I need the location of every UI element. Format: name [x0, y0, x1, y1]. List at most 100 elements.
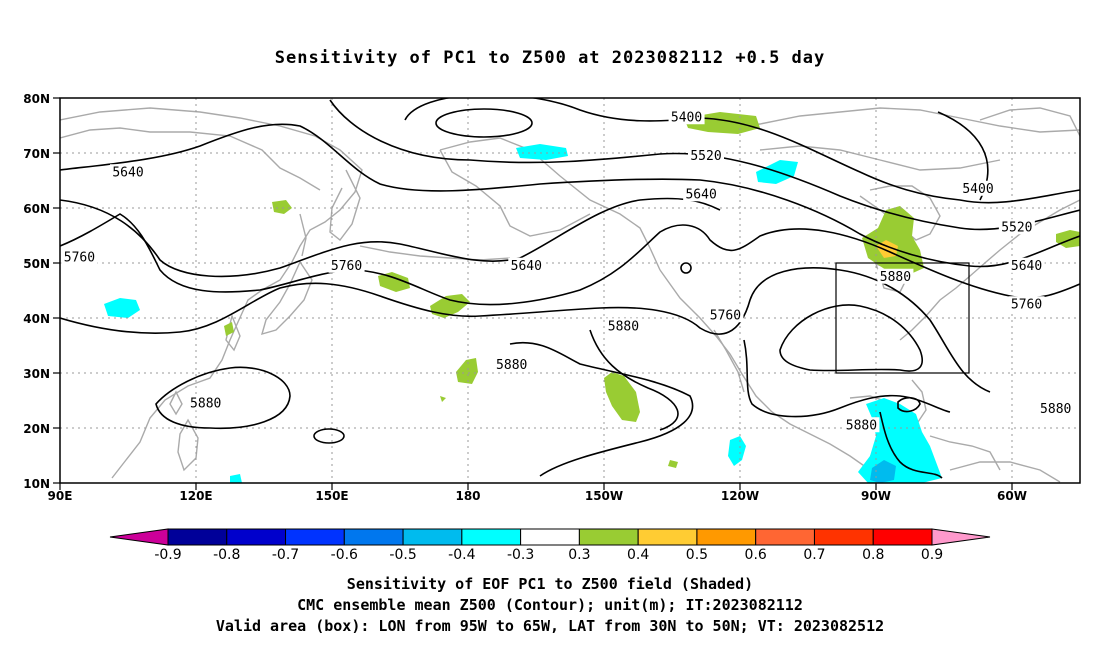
- contour-5880-e: [779, 304, 924, 372]
- lat-label: 60N: [23, 202, 50, 216]
- shade-green-tiny2: [440, 396, 446, 402]
- colorbar-label: 0.3: [568, 547, 590, 563]
- shade-cyan-china: [104, 298, 140, 318]
- colorbar-swatch: [872, 528, 933, 546]
- colorbar-swatch: [402, 528, 463, 546]
- colorbar-label: 0.6: [745, 547, 767, 563]
- plot-frame: [59, 97, 1081, 484]
- contour-label: 5640: [1011, 259, 1042, 274]
- colorbar-swatch: [167, 528, 228, 546]
- colorbar-high-triangle: [931, 528, 991, 546]
- contour-label-bg: [605, 318, 642, 334]
- colorbar-label: -0.9: [154, 547, 181, 563]
- contour-5280-low: [435, 108, 533, 138]
- contour-label-bg: [1037, 400, 1074, 416]
- colorbar-swatch: [637, 528, 698, 546]
- shade-green-pacific1: [378, 272, 410, 292]
- contour-label: 5400: [962, 182, 993, 197]
- contour-label: 5760: [331, 259, 362, 274]
- contour-label: 5880: [846, 418, 877, 433]
- colorbar-low-triangle: [109, 528, 169, 546]
- axis-ticks: [53, 97, 1013, 490]
- lon-label: 90W: [861, 489, 891, 503]
- contour-label-bg: [61, 249, 98, 265]
- colorbar-label: 0.4: [627, 547, 649, 563]
- contour-labels: 5400 5520 5400 5520 5640 5640 5640 5640 5760 5760…: [61, 109, 1074, 433]
- shade-cyan-arctic: [516, 144, 568, 160]
- coastline-aleutians: [359, 245, 511, 261]
- coastline-north-america-west: [659, 269, 889, 483]
- shade-cyan-philippines: [230, 474, 242, 483]
- colorbar-label: 0.8: [862, 547, 884, 563]
- contour-label: 5880: [1040, 402, 1071, 417]
- shade-cyan-gulf: [858, 398, 942, 483]
- colorbar-label: -0.3: [507, 547, 534, 563]
- contour-label-bg: [110, 164, 146, 180]
- contour-label-bg: [187, 395, 224, 411]
- colorbar-label: -0.8: [213, 547, 240, 563]
- contour-label: 5640: [112, 165, 143, 180]
- colorbar-label: 0.7: [803, 547, 825, 563]
- grid-lines: [60, 98, 1080, 483]
- colorbar-swatch: [813, 528, 874, 546]
- lon-label: 150E: [315, 489, 348, 503]
- colorbar-label: 0.9: [921, 547, 943, 563]
- lon-label: 120E: [179, 489, 212, 503]
- shade-green-korea: [224, 322, 234, 336]
- coastline-caribbean: [929, 435, 1001, 471]
- shade-cyan-mexico: [728, 436, 746, 466]
- colorbar-swatch: [226, 528, 287, 546]
- contour-label: 5640: [511, 259, 542, 274]
- contour-label: 5520: [690, 149, 721, 164]
- lat-label: 50N: [23, 257, 50, 271]
- contour-label-bg: [688, 147, 724, 163]
- contour-label: 5760: [710, 308, 741, 323]
- coastline-siberia: [60, 127, 321, 191]
- coastline-florida: [911, 379, 927, 423]
- lat-label: 40N: [23, 312, 50, 326]
- contour-5760: [60, 213, 1080, 306]
- shade-green-pacific3: [604, 372, 640, 422]
- colorbar-swatch: [578, 528, 639, 546]
- shade-green-hudson: [862, 206, 924, 276]
- lon-label: 150W: [585, 489, 623, 503]
- coastline-arctic-islands: [759, 145, 1001, 171]
- contour-5880-c: [589, 329, 679, 431]
- valid-area-box: [835, 262, 970, 374]
- chart-title: Sensitivity of PC1 to Z500 at 2023082112…: [274, 48, 826, 68]
- lat-label: 10N: [23, 477, 50, 491]
- caption-line-3: Valid area (box): LON from 95W to 65W, L…: [215, 617, 885, 635]
- colorbar-swatch: [461, 528, 522, 546]
- colorbar-swatch: [285, 528, 345, 546]
- contour-label: 5760: [64, 251, 95, 266]
- contour-label-bg: [877, 268, 914, 284]
- contour-5880-b: [509, 341, 694, 477]
- colorbar-swatch: [343, 528, 404, 546]
- contour-label: 5760: [1011, 297, 1042, 312]
- colorbar: -0.9 -0.8 -0.7 -0.6 -0.5 -0.4 -0.3 0.3 0.4 0.5 0.6…: [109, 528, 991, 563]
- contour-5760-c: [879, 411, 943, 479]
- coastline-asia-north: [60, 107, 363, 479]
- shade-green-hawaii: [456, 358, 478, 384]
- coastlines: [60, 107, 1080, 483]
- coastline-arctic-canada: [719, 107, 1080, 133]
- lon-label: 90E: [48, 489, 73, 503]
- contour-label: 5880: [880, 270, 911, 285]
- coastline-us-east: [899, 199, 1080, 341]
- lon-label: 120W: [721, 489, 759, 503]
- colorbar-label: -0.4: [448, 547, 475, 563]
- contour-small-high: [680, 262, 692, 274]
- contour-label-bg: [998, 219, 1035, 235]
- contour-5640-b: [60, 197, 721, 278]
- shade-green-atlantic: [1056, 230, 1080, 248]
- contour-label-bg: [1008, 296, 1045, 312]
- coastline-south-america: [949, 461, 1061, 483]
- coastline-baja: [713, 329, 745, 393]
- contour-label-bg: [668, 109, 705, 125]
- contour-5880-d: [155, 366, 291, 430]
- contour-small-low: [313, 428, 345, 444]
- lon-label: 180: [455, 489, 480, 503]
- lon-label: 60W: [997, 489, 1027, 503]
- contour-label-bg: [1008, 257, 1045, 273]
- contour-gulf-loop: [897, 396, 921, 413]
